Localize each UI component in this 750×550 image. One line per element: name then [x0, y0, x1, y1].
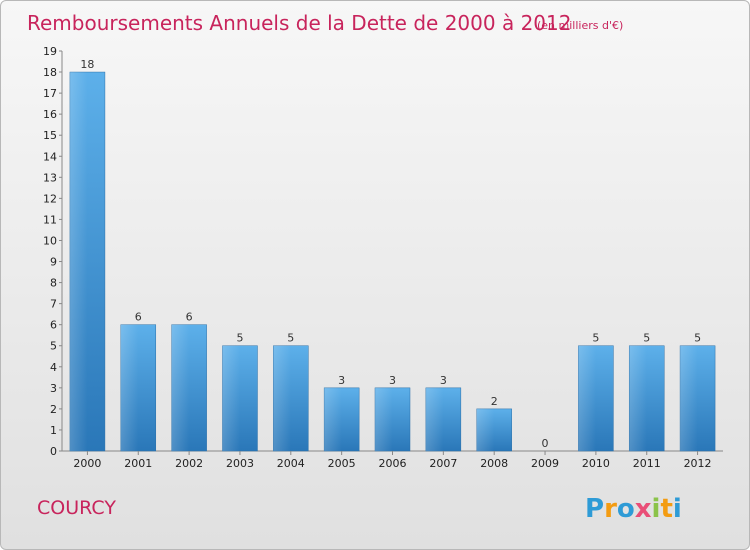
x-tick-label-2002: 2002: [175, 457, 203, 470]
value-label-2001: 6: [135, 311, 142, 324]
y-tick-label: 8: [50, 277, 57, 290]
y-tick-label: 6: [50, 319, 57, 332]
value-label-2003: 5: [236, 332, 243, 345]
x-tick-label-2007: 2007: [429, 457, 457, 470]
y-tick-label: 2: [50, 403, 57, 416]
bar-highlight: [324, 387, 342, 451]
commune-name: COURCY: [37, 497, 116, 519]
y-tick-label: 15: [43, 129, 57, 142]
y-tick-label: 10: [43, 234, 57, 247]
x-axis: 2000 2001 2002 2003 2004 2005 2006 2007 2008 2009…: [73, 451, 712, 470]
x-tick-label-2008: 2008: [480, 457, 508, 470]
x-tick-label-2001: 2001: [124, 457, 152, 470]
value-label-2010: 5: [592, 332, 599, 345]
logo-letter: x: [635, 494, 652, 524]
bar-highlight: [273, 345, 291, 451]
bars: [69, 71, 716, 452]
y-tick-label: 11: [43, 213, 57, 226]
value-label-2005: 3: [338, 374, 345, 387]
value-labels: 18 6 6 5 5 3 3 3 2 0 5 5 5: [80, 58, 701, 450]
y-tick-label: 3: [50, 382, 57, 395]
chart-subtitle: (en milliers d'€): [537, 19, 623, 32]
bar-highlight: [69, 72, 88, 451]
y-tick-label: 1: [50, 424, 57, 437]
logo-letter: i: [652, 494, 661, 524]
bar-highlight: [476, 408, 495, 451]
y-tick-label: 9: [50, 256, 57, 269]
value-label-2002: 6: [186, 311, 193, 324]
y-tick-label: 4: [50, 361, 57, 374]
x-tick-label-2005: 2005: [328, 457, 356, 470]
proxiti-logo: Proxiti: [585, 494, 682, 524]
y-tick-label: 14: [43, 150, 57, 163]
value-label-2006: 3: [389, 374, 396, 387]
value-label-2004: 5: [287, 332, 294, 345]
x-tick-label-2012: 2012: [684, 457, 712, 470]
bar-highlight: [629, 345, 647, 451]
value-label-2000: 18: [80, 58, 94, 71]
x-tick-label-2010: 2010: [582, 457, 610, 470]
y-tick-label: 18: [43, 66, 57, 79]
logo-letter: o: [617, 494, 635, 524]
y-tick-label: 12: [43, 192, 57, 205]
y-tick-label: 13: [43, 171, 57, 184]
logo-letter: P: [585, 494, 604, 524]
bar-highlight: [578, 345, 596, 451]
x-tick-label-2000: 2000: [73, 457, 101, 470]
logo-letter: t: [660, 494, 672, 524]
bar-highlight: [375, 387, 393, 451]
y-tick-label: 16: [43, 108, 57, 121]
y-tick-label: 19: [43, 45, 57, 58]
x-tick-label-2009: 2009: [531, 457, 559, 470]
bar-highlight: [222, 345, 240, 451]
x-tick-label-2006: 2006: [379, 457, 407, 470]
logo-letter: r: [604, 494, 617, 524]
y-tick-label: 5: [50, 340, 57, 353]
value-label-2011: 5: [643, 332, 650, 345]
y-tick-label: 7: [50, 298, 57, 311]
value-label-2009: 0: [542, 437, 549, 450]
y-tick-label: 0: [50, 445, 57, 458]
bar-highlight: [171, 324, 190, 451]
x-tick-label-2003: 2003: [226, 457, 254, 470]
bar-highlight: [680, 345, 698, 451]
logo-letter: i: [673, 494, 682, 524]
bar-highlight: [425, 387, 444, 451]
bar-highlight: [120, 324, 139, 451]
value-label-2012: 5: [694, 332, 701, 345]
x-tick-label-2004: 2004: [277, 457, 305, 470]
y-tick-label: 17: [43, 87, 57, 100]
x-tick-label-2011: 2011: [633, 457, 661, 470]
chart-title: Remboursements Annuels de la Dette de 20…: [27, 11, 571, 35]
value-label-2007: 3: [440, 374, 447, 387]
value-label-2008: 2: [491, 395, 498, 408]
